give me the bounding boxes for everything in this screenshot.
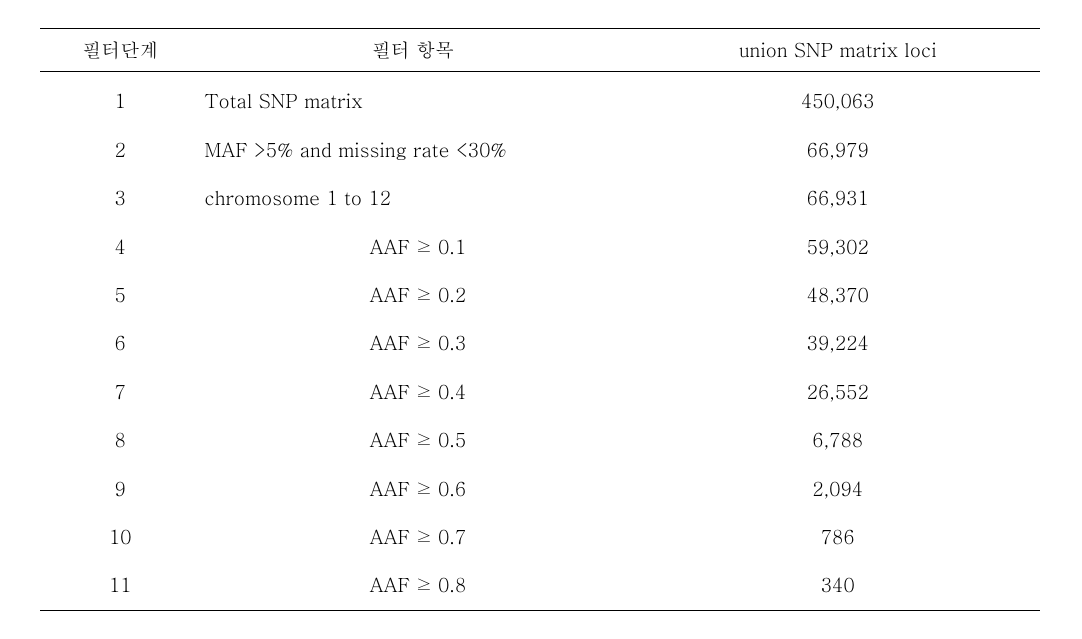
cell-item: AAF ≥ 0.8	[200, 561, 635, 610]
table-row: 2MAF >5% and missing rate <30%66,979	[40, 126, 1040, 174]
cell-item: AAF ≥ 0.6	[200, 465, 635, 513]
cell-loci: 450,063	[635, 72, 1040, 126]
header-row: 필터단계 필터 항목 union SNP matrix loci	[40, 29, 1040, 72]
cell-step: 9	[40, 465, 200, 513]
header-item: 필터 항목	[200, 29, 635, 72]
table-row: 8AAF ≥ 0.56,788	[40, 416, 1040, 464]
header-loci: union SNP matrix loci	[635, 29, 1040, 72]
cell-item: AAF ≥ 0.3	[200, 319, 635, 367]
table-row: 4AAF ≥ 0.159,302	[40, 223, 1040, 271]
cell-item: MAF >5% and missing rate <30%	[200, 126, 635, 174]
table-row: 9AAF ≥ 0.62,094	[40, 465, 1040, 513]
cell-loci: 26,552	[635, 368, 1040, 416]
cell-item: chromosome 1 to 12	[200, 174, 635, 222]
cell-item: Total SNP matrix	[200, 72, 635, 126]
cell-step: 4	[40, 223, 200, 271]
table-row: 5AAF ≥ 0.248,370	[40, 271, 1040, 319]
filter-table: 필터단계 필터 항목 union SNP matrix loci 1Total …	[40, 28, 1040, 611]
cell-loci: 66,931	[635, 174, 1040, 222]
table-row: 10AAF ≥ 0.7786	[40, 513, 1040, 561]
cell-item: AAF ≥ 0.1	[200, 223, 635, 271]
table-row: 11AAF ≥ 0.8340	[40, 561, 1040, 610]
table-row: 3chromosome 1 to 1266,931	[40, 174, 1040, 222]
cell-loci: 6,788	[635, 416, 1040, 464]
cell-item: AAF ≥ 0.4	[200, 368, 635, 416]
cell-item: AAF ≥ 0.7	[200, 513, 635, 561]
cell-loci: 39,224	[635, 319, 1040, 367]
cell-loci: 340	[635, 561, 1040, 610]
table-row: 7AAF ≥ 0.426,552	[40, 368, 1040, 416]
cell-step: 11	[40, 561, 200, 610]
cell-step: 6	[40, 319, 200, 367]
cell-loci: 2,094	[635, 465, 1040, 513]
cell-step: 3	[40, 174, 200, 222]
cell-loci: 59,302	[635, 223, 1040, 271]
header-step: 필터단계	[40, 29, 200, 72]
cell-loci: 66,979	[635, 126, 1040, 174]
cell-loci: 48,370	[635, 271, 1040, 319]
cell-step: 2	[40, 126, 200, 174]
cell-step: 1	[40, 72, 200, 126]
table-row: 6AAF ≥ 0.339,224	[40, 319, 1040, 367]
cell-loci: 786	[635, 513, 1040, 561]
table-row: 1Total SNP matrix450,063	[40, 72, 1040, 126]
cell-step: 7	[40, 368, 200, 416]
table-body: 1Total SNP matrix450,0632MAF >5% and mis…	[40, 72, 1040, 610]
cell-step: 5	[40, 271, 200, 319]
cell-step: 8	[40, 416, 200, 464]
cell-step: 10	[40, 513, 200, 561]
cell-item: AAF ≥ 0.2	[200, 271, 635, 319]
cell-item: AAF ≥ 0.5	[200, 416, 635, 464]
